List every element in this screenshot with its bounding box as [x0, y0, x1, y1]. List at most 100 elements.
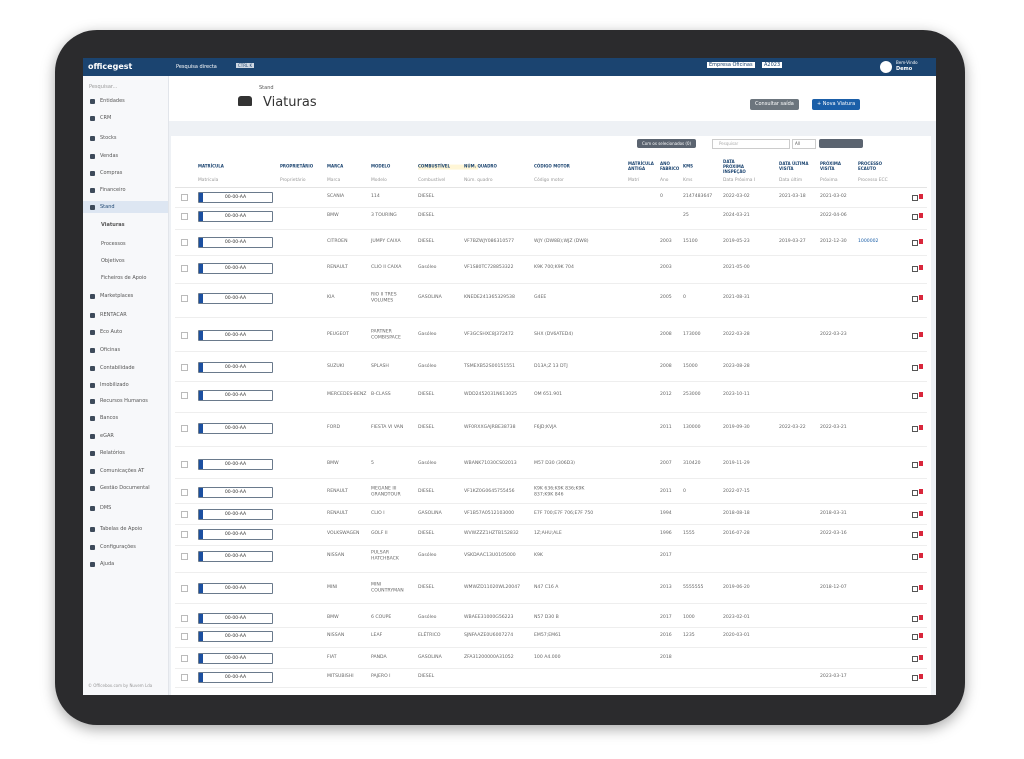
menu-item[interactable]: Eco Auto: [100, 329, 123, 335]
row-checkbox[interactable]: [181, 364, 188, 371]
menu-item[interactable]: Comunicações AT: [100, 468, 145, 474]
export-buttons[interactable]: [819, 139, 863, 148]
row-checkbox[interactable]: [181, 239, 188, 246]
column-header[interactable]: MARCA: [327, 163, 344, 169]
column-filter[interactable]: Processo ECC: [858, 178, 888, 184]
menu-item[interactable]: Ajuda: [100, 561, 115, 567]
menu-item[interactable]: Stand: [100, 204, 115, 210]
row-checkbox[interactable]: [181, 489, 188, 496]
column-header[interactable]: CÓDIGO MOTOR: [534, 163, 570, 169]
column-header[interactable]: KMS: [683, 163, 693, 169]
edit-icon[interactable]: [912, 532, 918, 538]
submenu-item[interactable]: Processos: [101, 241, 126, 247]
delete-icon[interactable]: [919, 239, 923, 244]
column-filter[interactable]: Matrícula: [198, 178, 219, 184]
delete-icon[interactable]: [919, 213, 923, 218]
edit-icon[interactable]: [912, 393, 918, 399]
delete-icon[interactable]: [919, 633, 923, 638]
delete-icon[interactable]: [919, 332, 923, 337]
delete-icon[interactable]: [919, 615, 923, 620]
column-filter[interactable]: Ano: [660, 178, 669, 184]
menu-item[interactable]: Entidades: [100, 98, 125, 104]
row-checkbox[interactable]: [181, 615, 188, 622]
year[interactable]: A2023: [762, 62, 783, 68]
menu-item[interactable]: Imobilizado: [100, 382, 129, 388]
menu-item[interactable]: eGAR: [100, 433, 114, 439]
page-size[interactable]: All: [792, 139, 816, 149]
edit-icon[interactable]: [912, 586, 918, 592]
column-filter[interactable]: Código motor: [534, 178, 564, 184]
menu-item[interactable]: Contabilidade: [100, 365, 135, 371]
column-filter[interactable]: Data Próxima I: [723, 178, 756, 184]
edit-icon[interactable]: [912, 426, 918, 432]
edit-icon[interactable]: [912, 266, 918, 272]
breadcrumb[interactable]: Stand: [259, 85, 274, 91]
delete-icon[interactable]: [919, 531, 923, 536]
company[interactable]: Empresa Oficinas: [707, 62, 755, 68]
column-filter[interactable]: Combustível: [418, 178, 446, 184]
row-checkbox[interactable]: [181, 425, 188, 432]
menu-item[interactable]: DMS: [100, 505, 112, 511]
column-header[interactable]: MODELO: [371, 163, 391, 169]
menu-item[interactable]: Oficinas: [100, 347, 121, 353]
menu-item[interactable]: Relatórios: [100, 450, 125, 456]
column-filter[interactable]: Próxima: [820, 178, 838, 184]
edit-icon[interactable]: [912, 214, 918, 220]
column-filter[interactable]: Modelo: [371, 178, 387, 184]
row-checkbox[interactable]: [181, 531, 188, 538]
delete-icon[interactable]: [919, 425, 923, 430]
submenu-item[interactable]: Objetivos: [101, 258, 125, 264]
edit-icon[interactable]: [912, 195, 918, 201]
row-checkbox[interactable]: [181, 392, 188, 399]
edit-icon[interactable]: [912, 554, 918, 560]
menu-item[interactable]: Financeiro: [100, 187, 126, 193]
submenu-item[interactable]: Ficheiros de Apoio: [101, 275, 147, 281]
edit-icon[interactable]: [912, 656, 918, 662]
delete-icon[interactable]: [919, 674, 923, 679]
row-checkbox[interactable]: [181, 461, 188, 468]
row-checkbox[interactable]: [181, 332, 188, 339]
edit-icon[interactable]: [912, 365, 918, 371]
row-checkbox[interactable]: [181, 511, 188, 518]
edit-icon[interactable]: [912, 296, 918, 302]
row-checkbox[interactable]: [181, 633, 188, 640]
column-filter[interactable]: Kms: [683, 178, 693, 184]
exit-button[interactable]: Consultar saída: [750, 99, 799, 110]
edit-icon[interactable]: [912, 333, 918, 339]
menu-item[interactable]: Configurações: [100, 544, 136, 550]
direct-search[interactable]: Pesquisa directa: [176, 64, 217, 70]
edit-icon[interactable]: [912, 675, 918, 681]
delete-icon[interactable]: [919, 194, 923, 199]
delete-icon[interactable]: [919, 392, 923, 397]
row-checkbox[interactable]: [181, 585, 188, 592]
column-header[interactable]: MATRÍCULA ANTIGA: [628, 161, 654, 171]
menu-item[interactable]: CRM: [100, 115, 112, 121]
menu-item[interactable]: Recursos Humanos: [100, 398, 148, 404]
new-button[interactable]: + Nova Viatura: [812, 99, 861, 110]
column-filter[interactable]: Proprietário: [280, 178, 306, 184]
column-header[interactable]: PROPRIETÁRIO: [280, 163, 314, 169]
edit-icon[interactable]: [912, 634, 918, 640]
sidebar-search[interactable]: Pesquisar...: [89, 84, 118, 90]
delete-icon[interactable]: [919, 655, 923, 660]
avatar[interactable]: [880, 61, 892, 73]
row-checkbox[interactable]: [181, 674, 188, 681]
edit-icon[interactable]: [912, 462, 918, 468]
table-cell[interactable]: 1000002: [858, 239, 879, 245]
menu-item[interactable]: Vendas: [100, 153, 119, 159]
column-header[interactable]: PRÓXIMA VISITA: [820, 161, 841, 171]
row-checkbox[interactable]: [181, 295, 188, 302]
column-header[interactable]: DATA ÚLTIMA VISITA: [779, 161, 809, 171]
menu-item[interactable]: Stocks: [100, 135, 117, 141]
menu-item[interactable]: Marketplaces: [100, 293, 134, 299]
menu-item[interactable]: Gestão Documental: [100, 485, 150, 491]
column-header[interactable]: DATA PRÓXIMA INSPEÇÃO: [723, 158, 746, 174]
column-filter[interactable]: Marca: [327, 178, 341, 184]
column-header[interactable]: PROCESSO ECAUTO: [858, 161, 883, 171]
submenu-item[interactable]: Viaturas: [101, 222, 125, 228]
delete-icon[interactable]: [919, 489, 923, 494]
column-header[interactable]: ANO FABRICO: [660, 161, 680, 171]
delete-icon[interactable]: [919, 461, 923, 466]
menu-item[interactable]: Tabelas de Apoio: [100, 526, 143, 532]
delete-icon[interactable]: [919, 511, 923, 516]
